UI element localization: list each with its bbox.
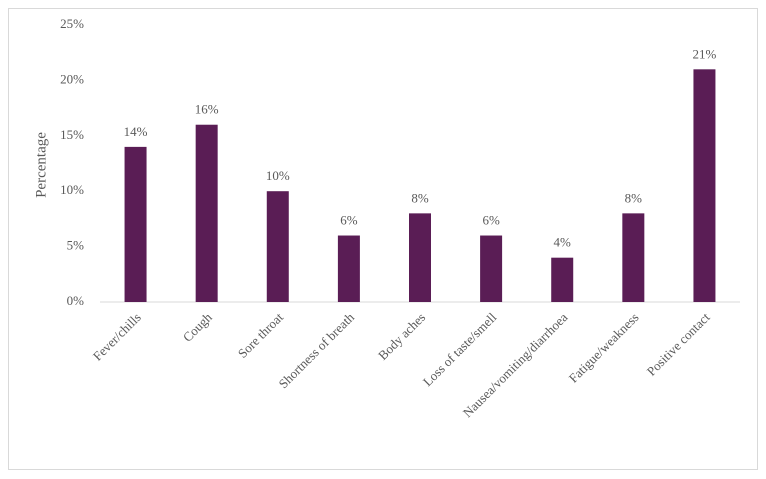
bar — [409, 213, 431, 302]
chart-border — [8, 8, 758, 470]
data-label: 8% — [411, 190, 429, 205]
y-tick-label: 5% — [67, 238, 85, 253]
y-tick-label: 10% — [60, 182, 84, 197]
data-label: 8% — [625, 190, 643, 205]
bar — [551, 257, 574, 302]
y-tick-label: 20% — [60, 71, 84, 86]
bar — [480, 235, 503, 302]
y-axis-title: Percentage — [33, 132, 49, 198]
data-label: 10% — [266, 168, 290, 183]
bar — [195, 124, 218, 302]
data-label: 16% — [195, 102, 219, 117]
y-tick-label: 25% — [60, 16, 84, 31]
y-tick-label: 15% — [60, 127, 84, 142]
data-label: 4% — [554, 235, 572, 250]
bar — [337, 235, 360, 302]
bar — [124, 146, 147, 302]
data-label: 6% — [482, 213, 500, 228]
bar — [266, 191, 289, 302]
data-label: 6% — [340, 213, 358, 228]
data-label: 14% — [124, 124, 148, 139]
data-label: 21% — [693, 46, 717, 61]
y-tick-label: 0% — [67, 293, 85, 308]
bar — [693, 69, 716, 302]
bar — [622, 213, 645, 302]
